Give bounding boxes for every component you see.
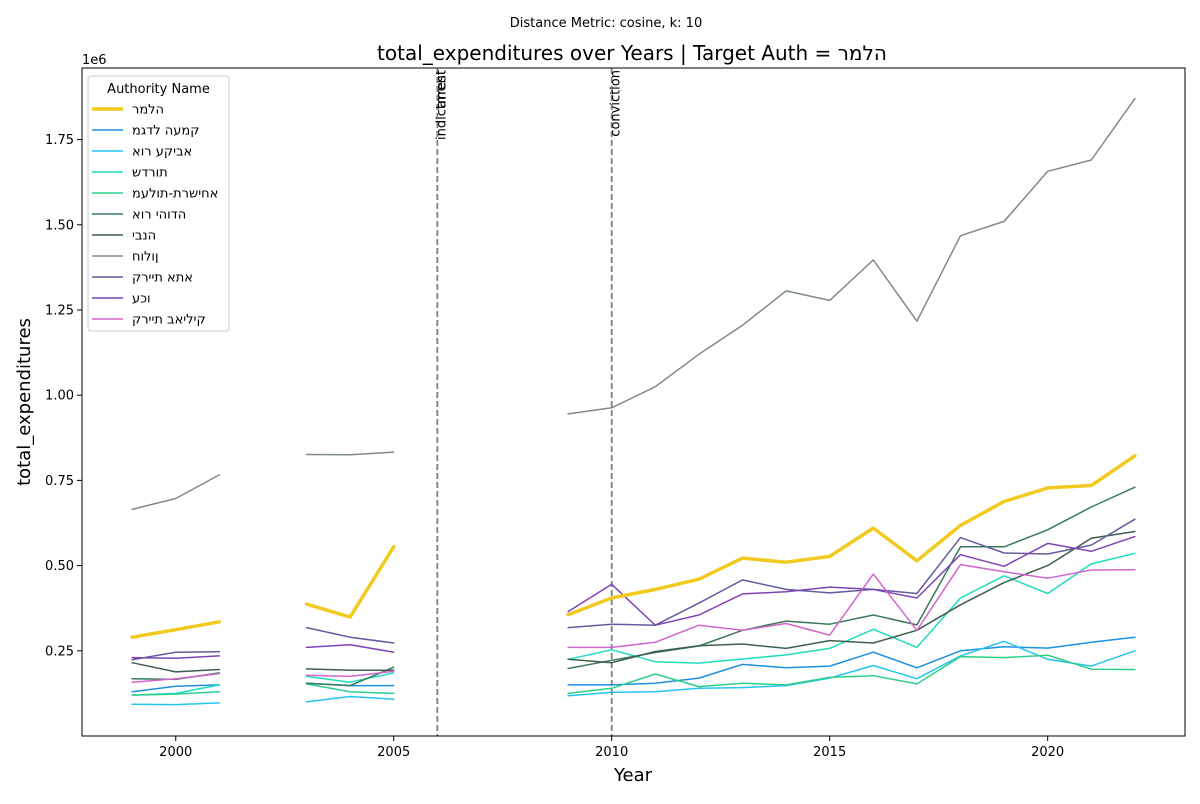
legend-label: אתא תיירק bbox=[132, 271, 193, 286]
x-tick-label: 2015 bbox=[813, 745, 846, 760]
series-line bbox=[131, 702, 221, 706]
series-line bbox=[566, 454, 1137, 617]
series-line bbox=[131, 655, 221, 660]
y-axis-title: total_expenditures bbox=[14, 318, 35, 486]
event-label: indictment bbox=[434, 70, 449, 140]
series-line bbox=[305, 643, 395, 653]
series-line bbox=[131, 690, 221, 696]
series-line bbox=[305, 451, 395, 456]
y-tick-label: 1.75 bbox=[45, 133, 74, 148]
series-line bbox=[305, 672, 395, 683]
series-line bbox=[131, 672, 221, 683]
legend-label: אביקע רוא bbox=[132, 145, 192, 160]
legend-label: וכע bbox=[132, 292, 151, 307]
x-axis-title: Year bbox=[613, 765, 653, 786]
y-axis-offset-label: 1e6 bbox=[82, 53, 107, 68]
series-line bbox=[567, 563, 1136, 649]
x-tick-label: 2010 bbox=[595, 745, 628, 760]
series-line bbox=[131, 661, 221, 673]
series-line bbox=[567, 97, 1136, 415]
series-line bbox=[130, 620, 222, 639]
series-line bbox=[567, 535, 1136, 626]
x-tick-label: 2000 bbox=[159, 745, 192, 760]
series-line bbox=[567, 552, 1136, 664]
legend-title: Authority Name bbox=[107, 82, 210, 97]
series-line bbox=[305, 668, 395, 671]
series-line bbox=[131, 474, 221, 511]
legend-label: הלמר bbox=[132, 103, 164, 118]
event-label: conviction bbox=[609, 70, 624, 137]
figure-suptitle: Distance Metric: cosine, k: 10 bbox=[510, 16, 702, 31]
legend-label: הדוהי רוא bbox=[132, 208, 186, 223]
event-label: arrest bbox=[434, 70, 449, 108]
series-line bbox=[567, 486, 1136, 670]
series-line bbox=[567, 530, 1136, 664]
y-tick-label: 1.00 bbox=[45, 389, 74, 404]
legend: Authority Name הלמר קמעה לדגמ אביקע רוא תורד… bbox=[87, 75, 230, 332]
y-tick-label: 0.75 bbox=[45, 474, 74, 489]
y-tick-label: 1.50 bbox=[45, 218, 74, 233]
series-line bbox=[131, 684, 221, 693]
series-line bbox=[305, 695, 395, 703]
chart-title: total_expenditures over Years | Target A… bbox=[377, 41, 887, 65]
series-line bbox=[567, 636, 1136, 686]
legend-label: הנבי bbox=[132, 229, 156, 244]
x-tick-label: 2020 bbox=[1031, 745, 1064, 760]
legend-label: קיליאב תיירק bbox=[132, 313, 206, 328]
y-tick-label: 1.25 bbox=[45, 303, 74, 318]
legend-label: אחישרת-תולעמ bbox=[132, 187, 218, 202]
series-line bbox=[304, 545, 396, 619]
x-tick-label: 2005 bbox=[377, 745, 410, 760]
legend-box bbox=[87, 75, 230, 332]
legend-label: תורדש bbox=[132, 166, 168, 181]
series-line bbox=[305, 626, 395, 644]
y-tick-label: 0.25 bbox=[45, 644, 74, 659]
series-line bbox=[567, 654, 1136, 695]
series-line bbox=[567, 640, 1136, 697]
series-line bbox=[305, 683, 395, 695]
y-tick-label: 0.50 bbox=[45, 559, 74, 574]
series-line bbox=[305, 670, 395, 678]
series-line bbox=[567, 518, 1136, 629]
legend-label: קמעה לדגמ bbox=[132, 124, 200, 139]
plot-frame bbox=[81, 67, 1186, 737]
legend-label: ןולוח bbox=[132, 250, 159, 265]
